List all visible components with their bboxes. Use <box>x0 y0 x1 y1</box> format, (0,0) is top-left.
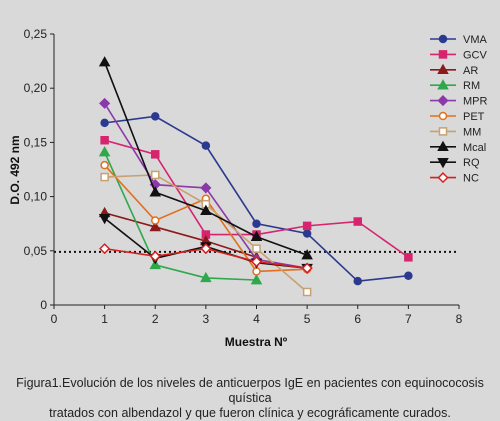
legend-item-gcv: GCV <box>430 49 488 61</box>
x-tick-label: 1 <box>101 312 108 326</box>
x-tick-label: 3 <box>203 312 210 326</box>
legend-marker-nc <box>437 172 449 184</box>
data-point-vma <box>252 219 261 228</box>
data-point-vma <box>302 229 312 238</box>
legend-label-rm: RM <box>463 80 480 92</box>
legend-item-rq: RQ <box>430 157 480 169</box>
x-tick-label: 5 <box>304 312 311 326</box>
legend-marker-rq <box>437 157 449 169</box>
caption-line-2: tratados con albendazol y que fueron clí… <box>49 406 451 420</box>
legend-label-mm: MM <box>463 126 481 138</box>
data-point-vma <box>100 118 109 128</box>
data-point-vma <box>201 141 211 150</box>
chart: 0 0,05 0,10 0,15 0,20 0,25 0 1 2 3 4 5 6 7 8 VMA GCV AR R… <box>8 27 488 349</box>
legend-marker-vma <box>438 34 448 44</box>
legend-marker-gcv <box>438 50 448 59</box>
legend-marker-mcal <box>437 140 449 152</box>
data-point-mcal <box>149 186 162 197</box>
data-point-nc <box>99 243 111 255</box>
legend-label-vma: VMA <box>463 34 488 46</box>
data-point-rm <box>98 146 111 157</box>
data-point-pet <box>151 216 160 225</box>
legend-label-mcal: Mcal <box>463 142 486 154</box>
data-point-rq <box>98 214 111 225</box>
figure-caption: Figura1.Evolución de los niveles de anti… <box>0 376 500 421</box>
data-point-nc <box>200 243 212 255</box>
x-tick-label: 6 <box>354 312 361 326</box>
data-point-gcv <box>404 253 413 262</box>
series-line-ar <box>104 212 257 259</box>
y-tick-label: 0,20 <box>24 81 48 95</box>
data-point-nc <box>250 256 263 268</box>
data-point-vma <box>353 276 362 286</box>
data-point-vma <box>404 271 413 280</box>
data-point-pet <box>252 267 261 276</box>
data-point-mm <box>302 287 312 297</box>
x-tick-label: 0 <box>51 312 58 326</box>
y-tick-label: 0,10 <box>24 190 48 204</box>
data-point-pet <box>100 160 109 170</box>
legend-label-pet: PET <box>463 111 485 123</box>
data-point-rm <box>200 271 212 283</box>
y-tick-label: 0,25 <box>24 27 48 41</box>
data-point-rm <box>250 274 263 285</box>
data-point-mcal <box>301 249 313 260</box>
y-tick-label: 0,05 <box>24 244 48 258</box>
data-point-gcv <box>302 221 312 231</box>
data-point-gcv <box>100 135 109 145</box>
series-nc <box>99 243 313 274</box>
x-tick-label: 2 <box>152 312 159 326</box>
data-point-mm <box>252 244 261 253</box>
data-point-mpr <box>200 182 212 194</box>
data-point-mm <box>151 170 160 180</box>
y-axis-title: D.O. 492 nm <box>8 135 22 204</box>
legend-label-nc: NC <box>463 173 479 185</box>
legend-item-pet: PET <box>430 111 485 123</box>
legend-item-nc: NC <box>430 172 479 185</box>
x-tick-label: 4 <box>253 312 260 326</box>
legend-marker-rm <box>437 79 449 90</box>
data-point-mcal <box>98 56 111 67</box>
legend-label-gcv: GCV <box>463 49 488 61</box>
series-rm <box>98 146 263 285</box>
legend-label-ar: AR <box>463 65 478 77</box>
data-point-mcal <box>250 230 263 241</box>
series-line-rm <box>103 151 257 281</box>
data-point-nc <box>301 262 313 274</box>
legend-marker-pet <box>438 111 448 121</box>
legend-label-rq: RQ <box>463 157 480 169</box>
data-point-mm <box>100 172 109 182</box>
legend-marker-ar <box>437 63 449 75</box>
y-tick-label: 0 <box>40 298 47 312</box>
data-point-nc <box>149 250 161 262</box>
series-mcal <box>98 56 313 260</box>
legend-item-vma: VMA <box>430 34 488 46</box>
legend-item-ar: AR <box>430 63 478 77</box>
data-point-gcv <box>151 150 160 159</box>
legend-marker-mpr <box>437 95 449 107</box>
x-axis-title: Muestra Nº <box>225 335 288 349</box>
x-tick-label: 7 <box>405 312 412 326</box>
legend-marker-mm <box>438 127 448 136</box>
legend-label-mpr: MPR <box>463 96 488 108</box>
data-point-mcal <box>200 204 212 215</box>
caption-line-1: Figura1.Evolución de los niveles de anti… <box>16 376 484 405</box>
legend-item-mpr: MPR <box>430 95 488 108</box>
x-tick-label: 8 <box>456 312 463 326</box>
series-vma <box>100 112 413 286</box>
legend-item-rm: RM <box>430 79 480 92</box>
legend-item-mcal: Mcal <box>430 140 486 154</box>
data-point-gcv <box>353 217 362 226</box>
data-point-vma <box>151 112 160 121</box>
legend-item-mm: MM <box>430 126 481 138</box>
y-tick-label: 0,15 <box>24 135 48 149</box>
data-point-ar <box>149 220 162 232</box>
data-point-mpr <box>99 97 111 109</box>
